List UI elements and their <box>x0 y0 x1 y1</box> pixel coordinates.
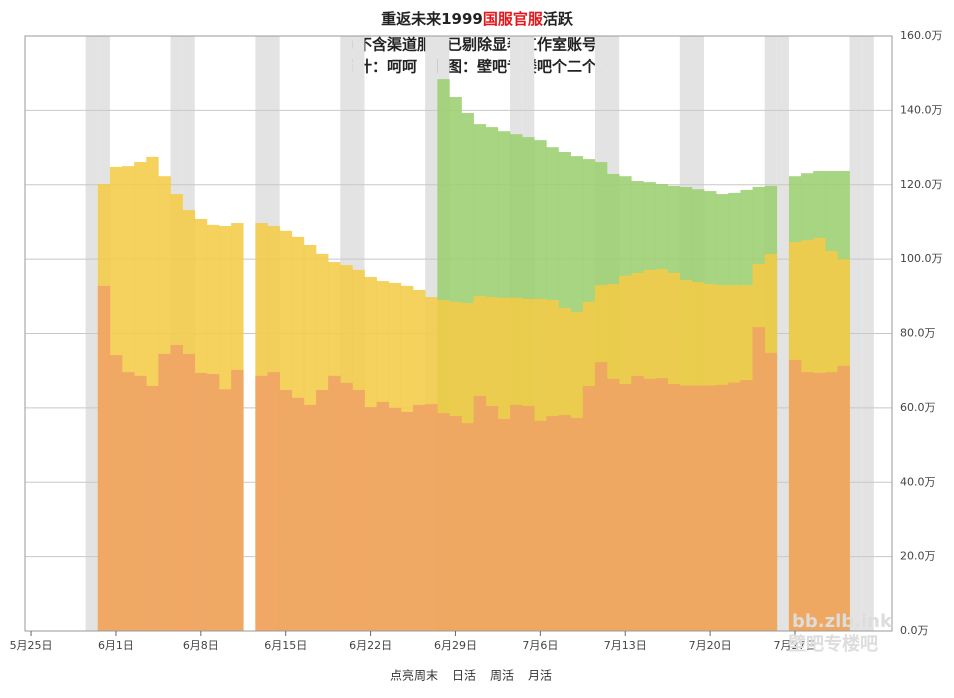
bar <box>679 385 693 631</box>
bar <box>582 385 596 631</box>
bar <box>534 420 547 631</box>
x-tick-label: 7月6日 <box>522 639 558 652</box>
y-tick-label: 140.0万 <box>900 103 943 116</box>
bar <box>206 374 220 631</box>
x-tick-label: 7月27日 <box>773 639 816 652</box>
bar <box>631 375 644 631</box>
bar <box>194 372 208 631</box>
bar <box>740 379 753 631</box>
legend-item[interactable]: 月活 <box>528 669 552 683</box>
bar <box>704 385 717 631</box>
bar <box>279 390 293 631</box>
watermark: 壁吧专楼吧 <box>788 633 878 655</box>
y-tick-label: 60.0万 <box>900 401 936 414</box>
chart-title: 重返未来1999国服官服活跃 <box>381 10 574 28</box>
bar <box>316 390 329 631</box>
bar <box>522 406 535 631</box>
bar <box>461 423 474 631</box>
bar <box>303 404 317 631</box>
bar <box>643 378 656 631</box>
y-tick-label: 80.0万 <box>900 327 936 340</box>
bar <box>219 389 232 631</box>
bar <box>764 352 778 631</box>
bar <box>788 359 802 631</box>
legend-item[interactable]: 日活 <box>452 669 476 683</box>
y-tick-label: 20.0万 <box>900 550 936 563</box>
bar <box>801 372 814 631</box>
y-tick-label: 0.0万 <box>900 624 929 637</box>
bar <box>97 285 111 631</box>
title-segment: 重返未来1999 <box>381 10 483 28</box>
title-segment: 活跃 <box>543 10 574 28</box>
bar <box>813 372 826 631</box>
bar <box>364 407 377 631</box>
title-segment: 国服官服 <box>483 10 544 28</box>
chart-subtitle: (不含渠道服，已剔除显著工作室账号) <box>350 36 604 54</box>
legend-item[interactable]: 点亮周末 <box>390 668 438 683</box>
chart-subtitle: 统计：呵呵 制图：壁吧专楼吧个二个一 <box>342 58 612 76</box>
x-tick-label: 6月8日 <box>183 639 219 652</box>
x-tick-label: 5月25日 <box>10 639 53 652</box>
bar <box>497 419 511 631</box>
x-tick-label: 7月13日 <box>604 639 647 652</box>
bar <box>134 375 147 631</box>
bar <box>691 385 705 631</box>
y-tick-label: 100.0万 <box>900 252 943 265</box>
bar <box>437 413 450 631</box>
bar <box>255 375 268 631</box>
bar <box>388 407 402 631</box>
bar <box>728 382 741 631</box>
watermark: bb.zlb.ink <box>792 611 893 632</box>
bar <box>837 365 850 631</box>
bar <box>667 384 681 631</box>
y-tick-label: 120.0万 <box>900 178 943 191</box>
bar <box>619 384 632 631</box>
bar <box>328 375 341 631</box>
bar <box>716 384 729 631</box>
plot-frame <box>24 35 893 632</box>
y-tick-label: 160.0万 <box>900 29 943 42</box>
bar <box>340 382 353 631</box>
x-tick-label: 6月1日 <box>98 639 134 652</box>
bar <box>182 353 196 631</box>
bar <box>376 401 390 631</box>
y-tick-label: 40.0万 <box>900 475 936 488</box>
bar <box>752 327 765 631</box>
bar <box>825 372 838 631</box>
bar <box>473 395 487 631</box>
bar <box>146 385 159 631</box>
bar <box>122 372 135 631</box>
bar <box>352 390 365 631</box>
x-tick-label: 6月22日 <box>349 639 392 652</box>
legend-item[interactable]: 周活 <box>490 669 514 683</box>
bar <box>485 406 499 631</box>
x-tick-label: 6月29日 <box>434 639 477 652</box>
bar <box>170 345 183 631</box>
bar <box>400 411 414 631</box>
bar <box>558 414 571 631</box>
x-tick-label: 7月20日 <box>689 639 732 652</box>
bar <box>594 362 608 631</box>
bar <box>291 397 305 631</box>
bar <box>655 378 668 631</box>
bar <box>510 404 523 631</box>
bar <box>413 404 426 631</box>
x-tick-label: 6月15日 <box>264 639 307 652</box>
bar <box>546 416 559 631</box>
bar <box>267 372 280 631</box>
bar <box>109 355 123 631</box>
bar <box>231 369 244 631</box>
bar <box>425 404 438 631</box>
bar <box>158 353 171 631</box>
bar <box>570 417 584 631</box>
bar <box>607 378 620 631</box>
bar <box>449 416 462 631</box>
